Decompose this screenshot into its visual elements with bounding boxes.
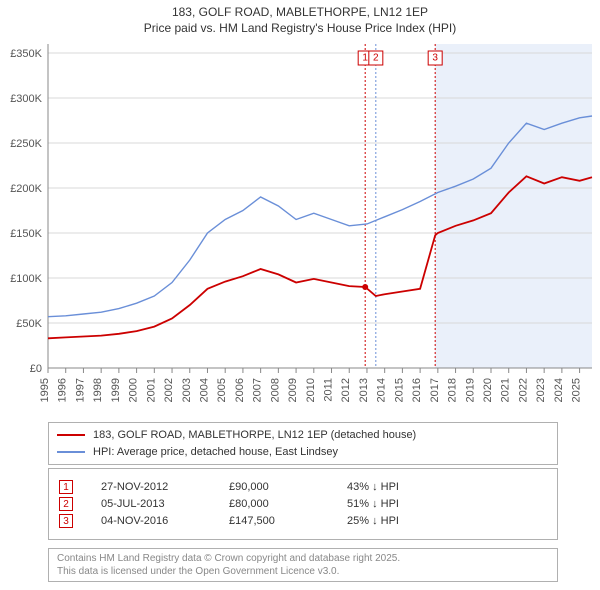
svg-text:2025: 2025 [571,378,583,402]
svg-text:£300K: £300K [10,93,42,105]
event-price: £147,500 [229,515,319,527]
footer-line-1: Contains HM Land Registry data © Crown c… [57,552,549,565]
svg-text:1997: 1997 [74,378,86,402]
svg-text:£100K: £100K [10,273,42,285]
svg-text:2022: 2022 [517,378,529,402]
svg-text:3: 3 [432,53,438,64]
legend-label: HPI: Average price, detached house, East… [93,444,338,461]
svg-text:£50K: £50K [16,318,42,330]
event-marker-icon: 1 [59,480,73,494]
svg-text:1998: 1998 [92,378,104,402]
svg-text:2001: 2001 [145,378,157,402]
svg-text:1995: 1995 [39,378,51,402]
svg-text:2: 2 [373,53,379,64]
svg-text:2013: 2013 [358,378,370,402]
svg-text:2006: 2006 [234,378,246,402]
svg-text:£150K: £150K [10,228,42,240]
legend-item-price-paid: 183, GOLF ROAD, MABLETHORPE, LN12 1EP (d… [57,427,549,444]
event-marker-icon: 2 [59,497,73,511]
svg-text:1996: 1996 [57,378,69,402]
event-diff: 25% ↓ HPI [347,515,457,527]
svg-text:2015: 2015 [393,378,405,402]
footer-line-2: This data is licensed under the Open Gov… [57,565,549,578]
svg-text:2000: 2000 [128,378,140,402]
event-price: £90,000 [229,481,319,493]
svg-text:2002: 2002 [163,378,175,402]
event-row: 2 05-JUL-2013 £80,000 51% ↓ HPI [59,497,547,511]
svg-text:1999: 1999 [110,378,122,402]
svg-text:1: 1 [362,53,368,64]
price-vs-hpi-chart: £0 £50K £100K £150K £200K £250K £300K £350K 1995… [0,38,600,418]
svg-text:2023: 2023 [535,378,547,402]
title-line-2: Price paid vs. HM Land Registry's House … [0,20,600,36]
legend-item-hpi: HPI: Average price, detached house, East… [57,444,549,461]
svg-text:2024: 2024 [553,378,565,402]
svg-text:2012: 2012 [340,378,352,402]
svg-text:2009: 2009 [287,378,299,402]
title-line-1: 183, GOLF ROAD, MABLETHORPE, LN12 1EP [0,4,600,20]
chart-title-block: 183, GOLF ROAD, MABLETHORPE, LN12 1EP Pr… [0,0,600,36]
event-diff: 43% ↓ HPI [347,481,457,493]
events-table: 1 27-NOV-2012 £90,000 43% ↓ HPI 2 05-JUL… [48,468,558,540]
svg-text:£250K: £250K [10,138,42,150]
svg-text:2003: 2003 [181,378,193,402]
event-price: £80,000 [229,498,319,510]
legend: 183, GOLF ROAD, MABLETHORPE, LN12 1EP (d… [48,422,558,465]
svg-text:2017: 2017 [429,378,441,402]
event-date: 05-JUL-2013 [101,498,201,510]
attribution-footer: Contains HM Land Registry data © Crown c… [48,548,558,582]
svg-text:2021: 2021 [500,378,512,402]
event-row: 3 04-NOV-2016 £147,500 25% ↓ HPI [59,514,547,528]
event-marker-icon: 3 [59,514,73,528]
chart-container: £0 £50K £100K £150K £200K £250K £300K £350K 1995… [0,38,600,418]
legend-swatch [57,451,85,453]
event-date: 04-NOV-2016 [101,515,201,527]
event-diff: 51% ↓ HPI [347,498,457,510]
legend-swatch [57,434,85,436]
event-row: 1 27-NOV-2012 £90,000 43% ↓ HPI [59,480,547,494]
svg-text:2007: 2007 [252,378,264,402]
svg-text:2019: 2019 [464,378,476,402]
svg-text:£0: £0 [30,363,42,375]
svg-text:2011: 2011 [323,378,335,402]
svg-text:£200K: £200K [10,183,42,195]
svg-text:2010: 2010 [305,378,317,402]
svg-text:2014: 2014 [376,378,388,402]
svg-text:2008: 2008 [269,378,281,402]
svg-text:2004: 2004 [198,378,210,402]
svg-text:2020: 2020 [482,378,494,402]
legend-label: 183, GOLF ROAD, MABLETHORPE, LN12 1EP (d… [93,427,416,444]
svg-text:2018: 2018 [447,378,459,402]
svg-text:£350K: £350K [10,48,42,60]
svg-text:2016: 2016 [411,378,423,402]
event-date: 27-NOV-2012 [101,481,201,493]
svg-text:2005: 2005 [216,378,228,402]
